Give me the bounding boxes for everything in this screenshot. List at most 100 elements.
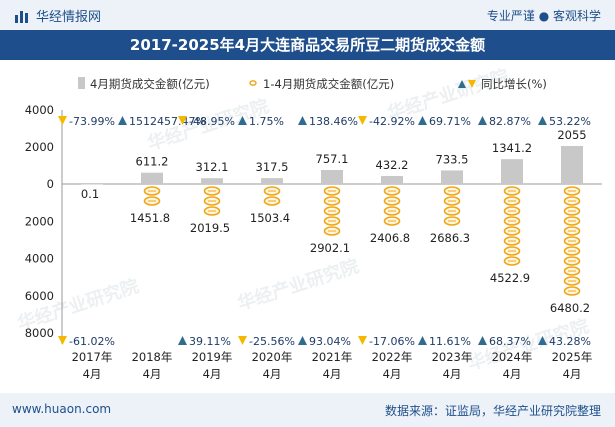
monthly-value-label: 317.5 <box>256 160 289 174</box>
y-tick-label: 4000 <box>25 252 54 266</box>
growth-cumulative-label: 39.11% <box>189 335 231 348</box>
x-tick-label-year: 2018年 <box>132 350 173 364</box>
growth-up-triangle <box>478 116 487 125</box>
x-tick-label-month: 4月 <box>383 367 402 381</box>
legend-down-triangle-icon <box>468 80 476 88</box>
monthly-value-label: 2055 <box>557 128 586 142</box>
x-tick-label-year: 2021年 <box>312 350 353 364</box>
growth-up-triangle <box>238 116 247 125</box>
legend-bar-icon <box>78 77 85 89</box>
watermark-2: 华经产业研究院 <box>235 255 362 315</box>
footer: www.huaon.com 数据来源：证监局，华经产业研究院整理 <box>0 393 615 427</box>
growth-cumulative-label: 11.61% <box>429 335 471 348</box>
monthly-bar <box>501 159 523 184</box>
x-tick-label-month: 4月 <box>83 367 102 381</box>
growth-down-triangle <box>358 116 367 125</box>
y-tick-label: 2000 <box>25 140 54 154</box>
growth-monthly-label: 138.46% <box>309 115 358 128</box>
legend-coin-icon <box>249 80 257 86</box>
growth-cumulative-label: 68.37% <box>489 335 531 348</box>
growth-up-triangle <box>538 116 547 125</box>
legend-label-cumulative: 1-4月期货成交金额(亿元) <box>263 77 394 91</box>
x-tick-label-month: 4月 <box>143 367 162 381</box>
monthly-bar <box>201 178 223 184</box>
growth-cumulative-label: -17.06% <box>369 335 415 348</box>
growth-cumulative-label: 93.04% <box>309 335 351 348</box>
x-tick-label-year: 2022年 <box>372 350 413 364</box>
monthly-value-label: 611.2 <box>136 155 169 169</box>
monthly-value-label: 0.1 <box>81 187 99 201</box>
growth-up-triangle <box>478 336 487 345</box>
x-tick-label-month: 4月 <box>263 367 282 381</box>
cumulative-value-label: 2019.5 <box>190 221 230 235</box>
monthly-bar <box>561 145 583 184</box>
x-tick-label-month: 4月 <box>203 367 222 381</box>
y-tick-label: 6000 <box>25 289 54 303</box>
brand-name: 华经情报网 <box>36 10 102 25</box>
x-tick-label-year: 2019年 <box>192 350 233 364</box>
growth-cumulative-label: -61.02% <box>69 335 115 348</box>
monthly-value-label: 757.1 <box>316 152 349 166</box>
x-tick-label-month: 4月 <box>323 367 342 381</box>
cumulative-value-label: 1451.8 <box>130 211 170 225</box>
monthly-value-label: 432.2 <box>376 158 409 172</box>
growth-monthly-label: -73.99% <box>69 115 115 128</box>
growth-up-triangle <box>298 336 307 345</box>
x-tick-label-year: 2025年 <box>552 350 593 364</box>
x-tick-label-month: 4月 <box>443 367 462 381</box>
x-tick-label-year: 2017年 <box>72 350 113 364</box>
monthly-value-label: 733.5 <box>436 152 469 166</box>
growth-cumulative-label: 43.28% <box>549 335 591 348</box>
website-link[interactable]: www.huaon.com <box>12 402 112 416</box>
monthly-value-label: 312.1 <box>196 160 229 174</box>
growth-monthly-label: 53.22% <box>549 115 591 128</box>
cumulative-value-label: 2406.8 <box>370 231 410 245</box>
growth-monthly-label: -48.95% <box>189 115 235 128</box>
x-tick-label-month: 4月 <box>503 367 522 381</box>
growth-monthly-label: 69.71% <box>429 115 471 128</box>
monthly-bar <box>381 176 403 184</box>
chart-title: 2017-2025年4月大连商品交易所豆二期货成交金额 <box>0 30 615 60</box>
growth-monthly-label: 1.75% <box>249 115 284 128</box>
tagline: 专业严谨 ● 客观科学 <box>486 9 601 23</box>
growth-cumulative-label: -25.56% <box>249 335 295 348</box>
cumulative-value-label: 4522.9 <box>490 271 530 285</box>
monthly-bar <box>441 170 463 184</box>
cumulative-value-label: 2686.3 <box>430 231 470 245</box>
monthly-bar <box>261 178 283 184</box>
x-tick-label-month: 4月 <box>563 367 582 381</box>
y-tick-label: 8000 <box>25 326 54 340</box>
legend-up-triangle-icon <box>458 80 466 88</box>
cumulative-value-label: 2902.1 <box>310 241 350 255</box>
bar-chart-icon <box>15 10 28 23</box>
growth-monthly-label: 1512457.47% <box>129 115 206 128</box>
y-tick-label: 4000 <box>25 103 54 117</box>
growth-down-triangle <box>58 116 67 125</box>
brand: 华经情报网 <box>14 6 101 25</box>
x-tick-label-year: 2020年 <box>252 350 293 364</box>
growth-up-triangle <box>418 336 427 345</box>
growth-down-triangle <box>358 336 367 345</box>
cumulative-value-label: 6480.2 <box>550 301 590 315</box>
legend-label-growth: 同比增长(%) <box>481 77 547 91</box>
x-tick-label-year: 2024年 <box>492 350 533 364</box>
growth-up-triangle <box>418 116 427 125</box>
growth-up-triangle <box>538 336 547 345</box>
y-tick-label: 0 <box>47 177 54 191</box>
growth-up-triangle <box>298 116 307 125</box>
monthly-bar <box>141 172 163 184</box>
top-bar: 华经情报网 专业严谨 ● 客观科学 <box>0 0 615 30</box>
growth-monthly-label: 82.87% <box>489 115 531 128</box>
y-tick-label: 2000 <box>25 214 54 228</box>
growth-down-triangle <box>178 116 187 125</box>
monthly-bar <box>321 169 343 184</box>
chart-area: 华经产业研究院华经产业研究院华经产业研究院华经产业研究院华经产业研究院4月期货成… <box>15 65 602 381</box>
growth-up-triangle <box>178 336 187 345</box>
growth-down-triangle <box>238 336 247 345</box>
legend-label-monthly: 4月期货成交金额(亿元) <box>90 77 210 91</box>
x-tick-label-year: 2023年 <box>432 350 473 364</box>
growth-up-triangle <box>118 116 127 125</box>
growth-down-triangle <box>58 336 67 345</box>
data-source: 数据来源：证监局，华经产业研究院整理 <box>384 404 601 418</box>
cumulative-value-label: 1503.4 <box>250 211 290 225</box>
